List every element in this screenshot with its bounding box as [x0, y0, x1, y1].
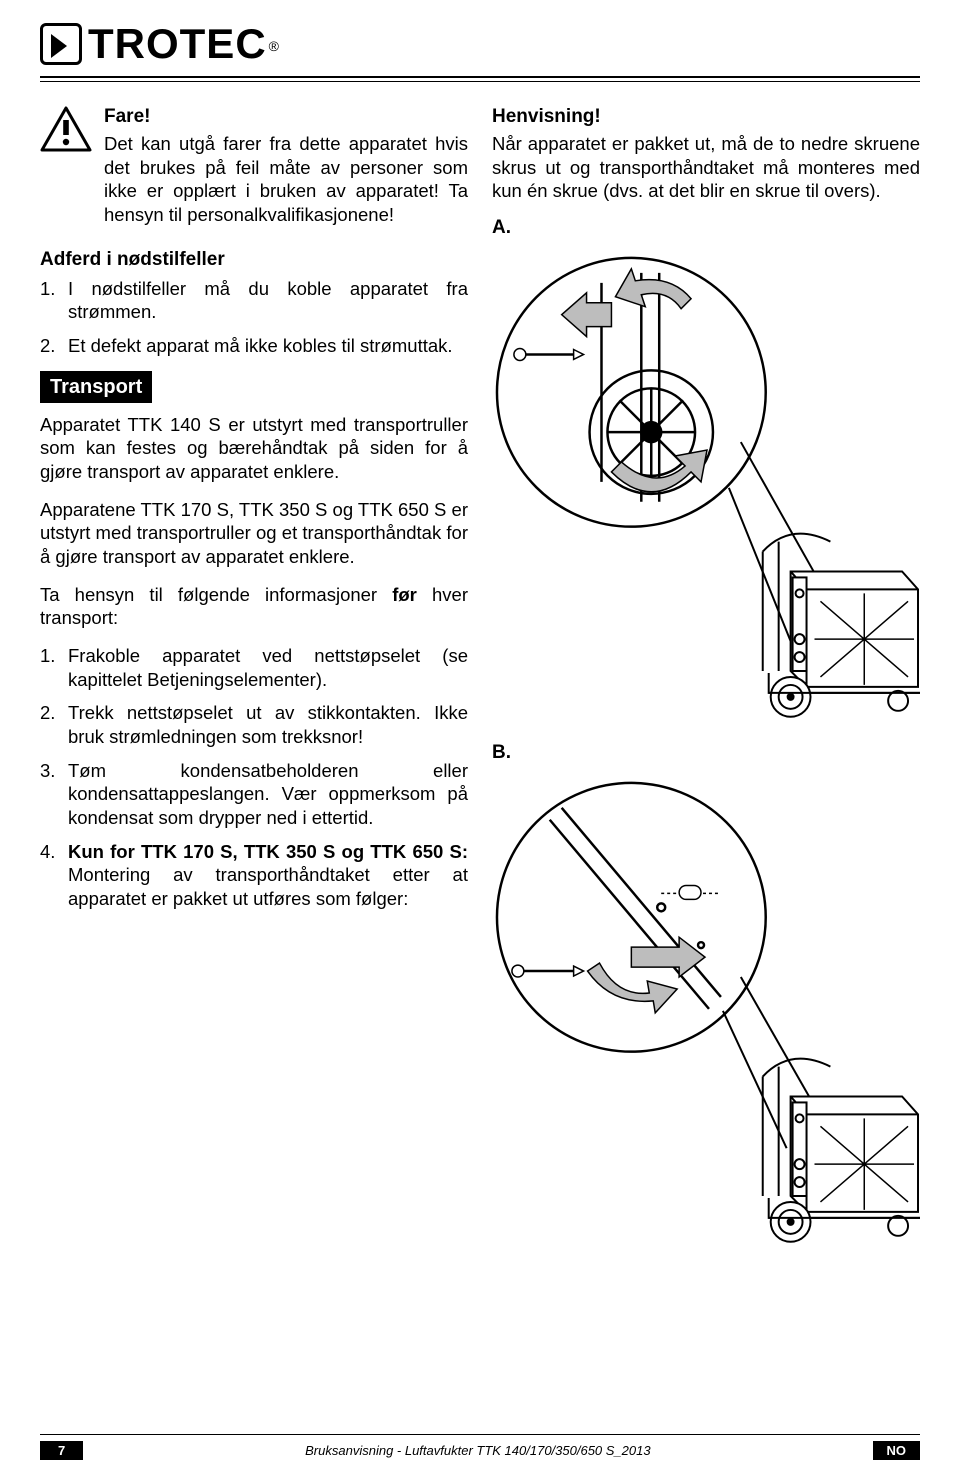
transport-section-bar: Transport — [40, 376, 468, 399]
henvisning-paragraph: Når apparatet er pakket ut, må de to ned… — [492, 132, 920, 203]
transport-lead-a: Ta hensyn til følgende informasjoner — [40, 584, 392, 605]
transport-section-label: Transport — [40, 371, 152, 403]
adferd-list: I nødstilfeller må du koble apparatet fr… — [40, 277, 468, 358]
language-badge: NO — [873, 1441, 921, 1460]
footer-title: Bruksanvisning - Luftavfukter TTK 140/17… — [83, 1443, 872, 1458]
header-logo: TROTEC ® — [40, 20, 920, 76]
transport-lead: Ta hensyn til følgende informasjoner før… — [40, 583, 468, 630]
fare-text-block: Fare! Det kan utgå farer fra dette appar… — [104, 106, 468, 237]
list-item: Tøm kondensatbeholderen eller kondensatt… — [40, 759, 468, 830]
figure-b — [492, 768, 920, 1256]
logo-mark-icon — [40, 23, 82, 65]
warning-triangle-icon — [40, 106, 92, 152]
footer-rule — [40, 1434, 920, 1435]
list-item: I nødstilfeller må du koble apparatet fr… — [40, 277, 468, 324]
page-number-badge: 7 — [40, 1441, 83, 1460]
list-item: Frakoble apparatet ved nettstøpselet (se… — [40, 644, 468, 691]
registered-icon: ® — [269, 38, 279, 54]
henvisning-heading: Henvisning! — [492, 106, 920, 128]
fare-paragraph: Det kan utgå farer fra dette apparatet h… — [104, 132, 468, 227]
header-rule-1 — [40, 76, 920, 78]
list-item: Kun for TTK 170 S, TTK 350 S og TTK 650 … — [40, 840, 468, 911]
transport-item4-bold: Kun for TTK 170 S, TTK 350 S og TTK 650 … — [68, 841, 468, 862]
page-footer: 7 Bruksanvisning - Luftavfukter TTK 140/… — [40, 1434, 920, 1460]
transport-p1: Apparatet TTK 140 S er utstyrt med trans… — [40, 413, 468, 484]
transport-item4-rest: Montering av transporthåndtaket etter at… — [68, 864, 468, 909]
list-item: Trekk nettstøpselet ut av stikkontakten.… — [40, 701, 468, 748]
header-rule-2 — [40, 81, 920, 82]
logo-text: TROTEC — [88, 20, 267, 68]
transport-list: Frakoble apparatet ved nettstøpselet (se… — [40, 644, 468, 911]
left-column: Fare! Det kan utgå farer fra dette appar… — [40, 106, 468, 1260]
fare-heading: Fare! — [104, 106, 468, 128]
figure-a — [492, 243, 920, 731]
transport-p2: Apparatene TTK 170 S, TTK 350 S og TTK 6… — [40, 498, 468, 569]
transport-lead-b: før — [392, 584, 417, 605]
list-item: Et defekt apparat må ikke kobles til str… — [40, 334, 468, 358]
content-columns: Fare! Det kan utgå farer fra dette appar… — [40, 106, 920, 1260]
footer-row: 7 Bruksanvisning - Luftavfukter TTK 140/… — [40, 1441, 920, 1460]
right-column: Henvisning! Når apparatet er pakket ut, … — [492, 106, 920, 1260]
adferd-heading: Adferd i nødstilfeller — [40, 249, 468, 271]
fare-block: Fare! Det kan utgå farer fra dette appar… — [40, 106, 468, 237]
figure-label-b: B. — [492, 742, 920, 764]
figure-label-a: A. — [492, 217, 920, 239]
